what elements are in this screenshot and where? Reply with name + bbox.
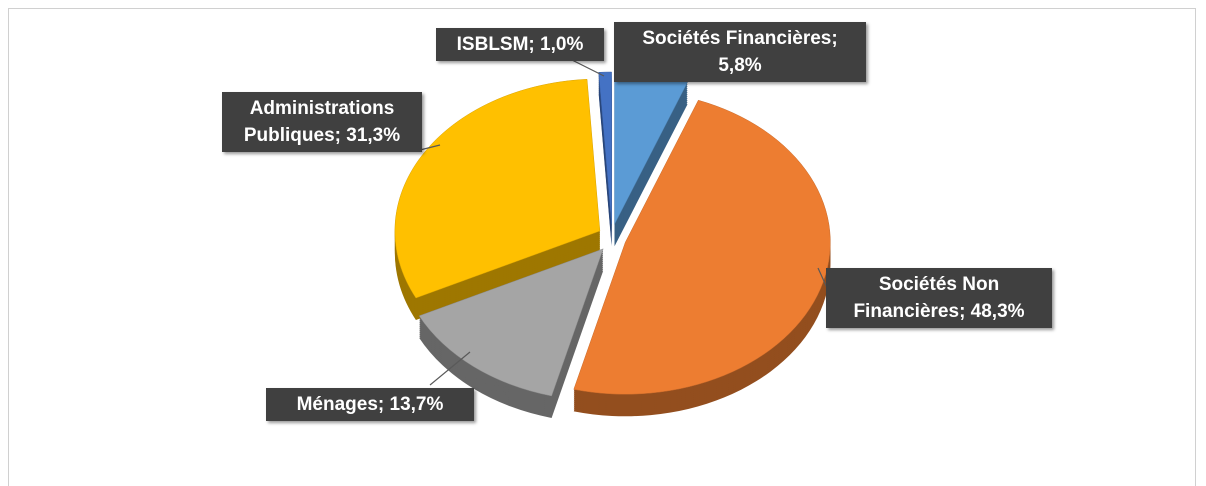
slice	[573, 99, 831, 395]
label-separator: ;	[334, 125, 341, 146]
chart-frame	[8, 8, 1196, 486]
data-label: Ménages; 13,7%	[266, 388, 474, 421]
data-label: Sociétés Financières; 5,8%	[614, 22, 866, 82]
label-separator: ;	[528, 34, 535, 55]
label-value: 48,3%	[970, 301, 1025, 322]
data-label: Sociétés Non Financières; 48,3%	[826, 268, 1052, 328]
pie-tops	[394, 71, 831, 397]
label-name: Ménages	[296, 394, 378, 415]
label-separator: ;	[377, 394, 385, 415]
label-name: Sociétés Non Financières	[853, 274, 1000, 322]
label-value: 13,7%	[389, 394, 444, 415]
label-name: ISBLSM	[456, 34, 529, 55]
slice	[598, 71, 612, 225]
label-separator: ;	[959, 301, 966, 322]
leader-line	[429, 351, 471, 386]
label-value: 31,3%	[346, 125, 401, 146]
label-separator: ;	[831, 28, 838, 49]
slice	[394, 79, 601, 299]
leader-line	[419, 144, 441, 151]
data-label: ISBLSM; 1,0%	[436, 28, 604, 61]
label-name: Sociétés Financières	[642, 28, 832, 49]
label-value: 1,0%	[540, 34, 584, 55]
label-name: Administrations Publiques	[243, 98, 395, 146]
leader-line	[567, 57, 605, 77]
slice	[418, 248, 604, 397]
label-value: 5,8%	[718, 55, 762, 76]
data-label: Administrations Publiques; 31,3%	[222, 92, 422, 152]
